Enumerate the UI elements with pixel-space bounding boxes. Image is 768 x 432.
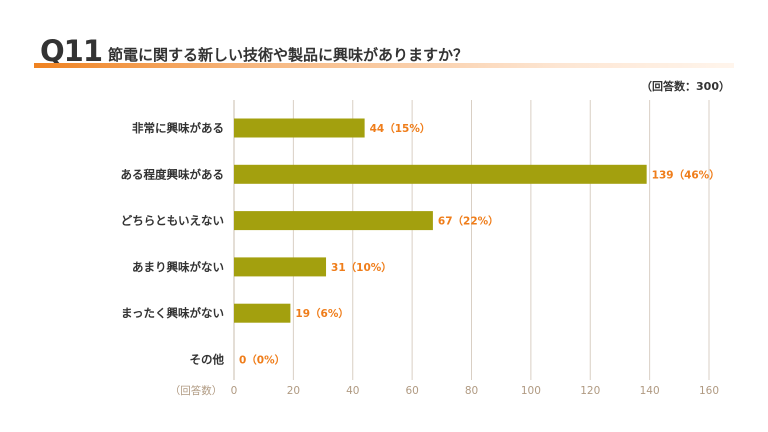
- bar: [234, 303, 291, 323]
- category-label: どちらともいえない: [121, 214, 224, 228]
- x-tick-label: 120: [580, 385, 600, 397]
- category-label: あまり興味がない: [132, 260, 224, 274]
- category-label: まったく興味がない: [121, 306, 224, 320]
- data-label: 19（6%）: [295, 307, 348, 320]
- x-tick-label: 40: [346, 385, 359, 397]
- bar: [234, 257, 327, 277]
- category-label: ある程度興味がある: [121, 167, 225, 181]
- x-tick-label: 100: [521, 385, 541, 397]
- x-axis-title: （回答数）: [170, 384, 223, 397]
- x-tick-label: 140: [640, 385, 660, 397]
- data-label: 31（10%）: [331, 261, 392, 274]
- data-label: 67（22%）: [438, 215, 499, 228]
- x-tick-label: 60: [405, 385, 418, 397]
- data-label: 44（15%）: [370, 122, 431, 135]
- x-tick-label: 160: [699, 385, 719, 397]
- labels: 0 20 40 60 80 100 120 140 160 （回答数） 非常に興味がある 44（15%…: [121, 121, 720, 397]
- data-label: 0（0%）: [239, 354, 285, 367]
- title-underline: [34, 63, 734, 68]
- x-tick-label: 80: [465, 385, 478, 397]
- category-label: 非常に興味がある: [132, 121, 224, 135]
- x-tick-label: 20: [287, 385, 300, 397]
- respondent-count: （回答数：300）: [641, 80, 730, 93]
- grid-lines: [233, 100, 710, 380]
- question-number: Q11: [40, 34, 103, 68]
- data-label: 139（46%）: [652, 168, 720, 181]
- x-tick-label: 0: [231, 385, 238, 397]
- category-label: その他: [190, 353, 225, 367]
- bar: [234, 118, 365, 138]
- bar: [234, 164, 647, 184]
- chart-header: Q11 節電に関する新しい技術や製品に興味がありますか？: [34, 30, 734, 70]
- question-title: 節電に関する新しい技術や製品に興味がありますか？: [108, 46, 469, 64]
- bar: [234, 211, 433, 231]
- bars: [234, 118, 647, 323]
